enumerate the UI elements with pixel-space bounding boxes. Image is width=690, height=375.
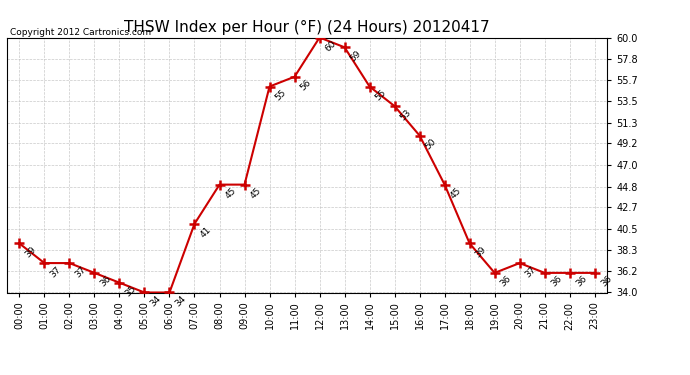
Text: 36: 36 [599,274,613,289]
Text: 59: 59 [348,49,363,63]
Text: 45: 45 [448,186,463,200]
Text: 37: 37 [74,264,88,279]
Text: 55: 55 [274,88,288,102]
Text: 50: 50 [424,137,438,152]
Text: 55: 55 [374,88,388,102]
Text: 39: 39 [474,245,489,260]
Text: 36: 36 [549,274,563,289]
Text: 45: 45 [224,186,238,200]
Text: 36: 36 [574,274,589,289]
Text: 39: 39 [23,245,38,260]
Text: 36: 36 [99,274,113,289]
Text: 36: 36 [499,274,513,289]
Text: 56: 56 [299,78,313,93]
Text: 34: 34 [148,294,163,308]
Text: Copyright 2012 Cartronics.com: Copyright 2012 Cartronics.com [10,28,151,37]
Text: 41: 41 [199,225,213,240]
Text: 45: 45 [248,186,263,200]
Text: 35: 35 [124,284,138,298]
Text: 34: 34 [174,294,188,308]
Title: THSW Index per Hour (°F) (24 Hours) 20120417: THSW Index per Hour (°F) (24 Hours) 2012… [124,20,490,35]
Text: 37: 37 [524,264,538,279]
Text: 60: 60 [324,39,338,53]
Text: 53: 53 [399,108,413,122]
Text: 37: 37 [48,264,63,279]
